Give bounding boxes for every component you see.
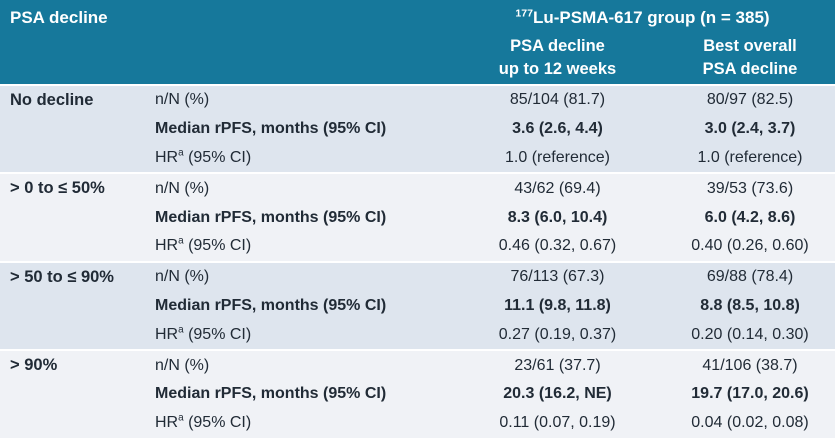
- value-best-overall: 8.8 (8.5, 10.8): [700, 296, 800, 314]
- hr-label-ci-text: (95% CI): [183, 414, 252, 432]
- value-psa12w: 0.27 (0.19, 0.37): [498, 325, 617, 343]
- hr-label-ci-text: (95% CI): [183, 325, 252, 343]
- isotope-superscript: 177: [515, 7, 533, 20]
- value-best-overall: 69/88 (78.4): [706, 268, 794, 286]
- metric-label-median-rpfs: Median rPFS, months (95% CI): [155, 208, 387, 226]
- header-psa-decline: PSA decline: [10, 8, 108, 27]
- group-no-decline: No decline n/N (%) 85/104 (81.7) 80/97 (…: [0, 84, 835, 173]
- value-psa12w: 85/104 (81.7): [509, 91, 606, 109]
- hr-footnote-superscript: a: [178, 412, 184, 424]
- header-col4-line1: Best overall: [703, 37, 797, 55]
- hr-footnote-superscript: a: [178, 324, 184, 336]
- value-best-overall: 1.0 (reference): [697, 148, 803, 166]
- group-0-to-50: > 0 to ≤ 50% n/N (%) 43/62 (69.4) 39/53 …: [0, 172, 835, 261]
- hr-label-text: HR: [155, 237, 179, 255]
- group-over-90: > 90% n/N (%) 23/61 (37.7) 41/106 (38.7)…: [0, 349, 835, 438]
- header-group-title: 177Lu-PSMA-617 group (n = 385): [450, 0, 835, 32]
- metric-label-hr: HRa (95% CI): [150, 412, 450, 432]
- metric-label-hr: HRa (95% CI): [150, 324, 450, 344]
- value-psa12w: 0.46 (0.32, 0.67): [498, 237, 617, 255]
- value-best-overall: 19.7 (17.0, 20.6): [691, 385, 809, 403]
- hr-label-text: HR: [155, 414, 179, 432]
- value-psa12w: 8.3 (6.0, 10.4): [507, 208, 608, 226]
- value-best-overall: 80/97 (82.5): [706, 91, 794, 109]
- metric-label-median-rpfs: Median rPFS, months (95% CI): [155, 120, 387, 138]
- hr-footnote-superscript: a: [178, 147, 184, 159]
- hr-footnote-superscript: a: [178, 236, 184, 248]
- metric-label-nn: n/N (%): [155, 356, 210, 374]
- value-psa12w: 23/61 (37.7): [514, 356, 601, 374]
- group-50-to-90: > 50 to ≤ 90% n/N (%) 76/113 (67.3) 69/8…: [0, 260, 835, 350]
- value-psa12w: 0.11 (0.07, 0.19): [499, 414, 616, 432]
- hr-label-text: HR: [155, 148, 179, 166]
- header-col4-line2: PSA decline: [702, 60, 798, 78]
- table-header: PSA decline 177Lu-PSMA-617 group (n = 38…: [0, 0, 835, 84]
- value-psa12w: 76/113 (67.3): [510, 268, 605, 286]
- value-best-overall: 41/106 (38.7): [702, 356, 798, 374]
- value-psa12w: 3.6 (2.6, 4.4): [512, 120, 603, 138]
- metric-label-nn: n/N (%): [155, 179, 210, 197]
- value-psa12w: 11.1 (9.8, 11.8): [504, 296, 611, 314]
- value-psa12w: 43/62 (69.4): [514, 179, 601, 197]
- metric-label-hr: HRa (95% CI): [150, 147, 450, 167]
- value-best-overall: 0.20 (0.14, 0.30): [691, 325, 809, 343]
- header-col-best-overall: Best overall PSA decline: [665, 32, 835, 84]
- value-best-overall: 39/53 (73.6): [706, 179, 794, 197]
- group-label: > 50 to ≤ 90%: [10, 267, 114, 286]
- value-best-overall: 3.0 (2.4, 3.7): [704, 120, 796, 138]
- value-best-overall: 6.0 (4.2, 8.6): [704, 208, 796, 226]
- value-psa12w: 20.3 (16.2, NE): [503, 385, 612, 403]
- hr-label-ci-text: (95% CI): [183, 148, 252, 166]
- header-col-psa-12-weeks: PSA decline up to 12 weeks: [450, 32, 665, 84]
- metric-label-nn: n/N (%): [155, 268, 210, 286]
- value-psa12w: 1.0 (reference): [505, 148, 610, 166]
- metric-label-median-rpfs: Median rPFS, months (95% CI): [155, 296, 387, 314]
- header-col3-line2: up to 12 weeks: [498, 60, 617, 78]
- group-label: > 90%: [10, 356, 58, 375]
- value-best-overall: 0.40 (0.26, 0.60): [691, 237, 809, 255]
- value-best-overall: 0.04 (0.02, 0.08): [691, 414, 809, 432]
- metric-label-median-rpfs: Median rPFS, months (95% CI): [155, 385, 387, 403]
- header-group-title-text: Lu-PSMA-617 group (n = 385): [532, 8, 770, 27]
- metric-label-hr: HRa (95% CI): [150, 237, 450, 255]
- group-label: > 0 to ≤ 50%: [10, 179, 105, 198]
- metric-label-nn: n/N (%): [155, 91, 210, 109]
- header-col3-line1: PSA decline: [510, 37, 605, 55]
- group-label: No decline: [10, 90, 94, 109]
- hr-label-ci-text: (95% CI): [183, 237, 252, 255]
- hr-label-text: HR: [155, 325, 179, 343]
